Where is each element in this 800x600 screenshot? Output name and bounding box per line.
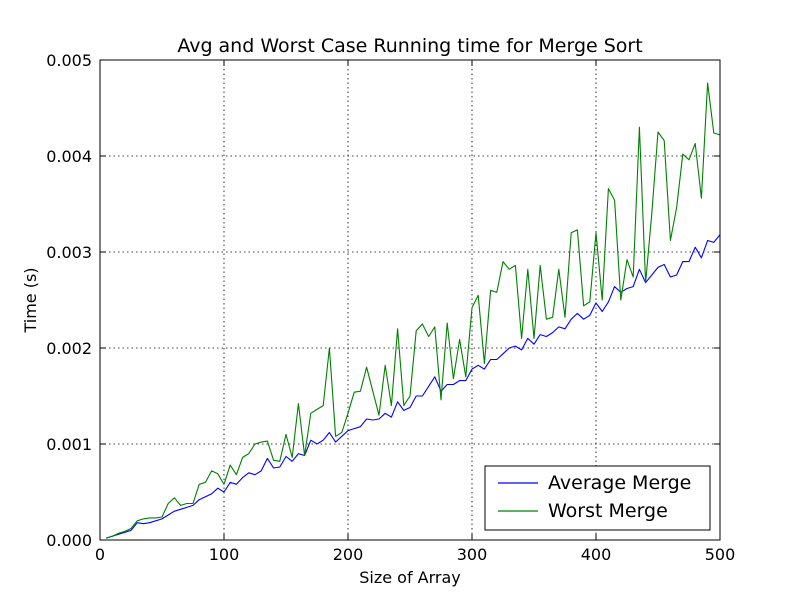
- legend-label-average-merge: Average Merge: [548, 472, 691, 494]
- series-lines: [106, 82, 721, 539]
- y-tick-label: 0.001: [46, 435, 92, 454]
- axis-ticks: 0 100 200 300 400 500 0.000 0.001 0.002 0.003 0.00…: [46, 51, 735, 564]
- legend-box: [484, 465, 711, 531]
- x-tick-label: 400: [581, 545, 612, 564]
- x-tick-label: 300: [457, 545, 488, 564]
- chart-title: Avg and Worst Case Running time for Merg…: [177, 35, 642, 57]
- x-tick-label: 100: [209, 545, 240, 564]
- series-line-average-merge: [106, 234, 721, 539]
- plot-frame: [99, 59, 721, 541]
- y-tick-label: 0.002: [46, 339, 92, 358]
- x-tick-label: 200: [333, 545, 364, 564]
- grid-lines: [100, 60, 720, 540]
- legend: Average Merge Worst Merge: [484, 465, 711, 531]
- x-tick-label: 500: [705, 545, 736, 564]
- x-tick-label: 0: [95, 545, 105, 564]
- x-axis-label: Size of Array: [359, 568, 461, 587]
- legend-label-worst-merge: Worst Merge: [548, 500, 668, 522]
- y-tick-label: 0.003: [46, 243, 92, 262]
- y-tick-label: 0.004: [46, 147, 92, 166]
- y-tick-label: 0.000: [46, 531, 92, 550]
- series-line-worst-merge: [106, 82, 721, 539]
- y-axis-label: Time (s): [21, 267, 40, 333]
- y-tick-label: 0.005: [46, 51, 92, 70]
